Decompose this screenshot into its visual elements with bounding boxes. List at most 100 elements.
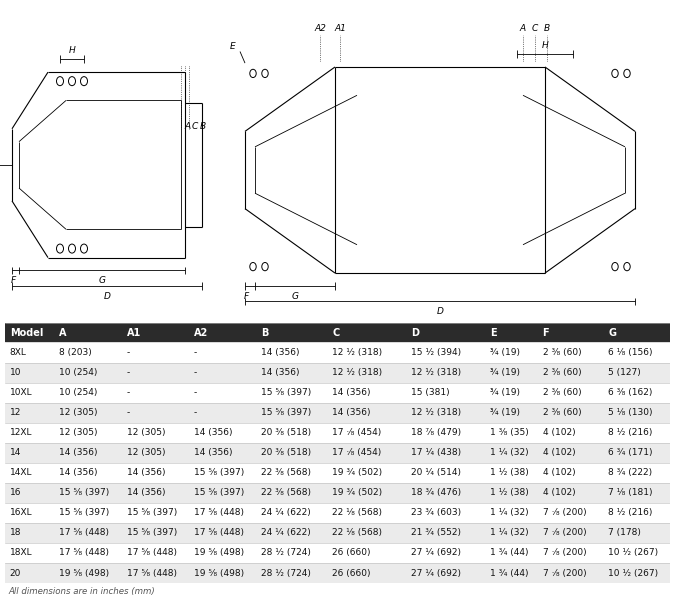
Text: 1 ¹⁄₄ (32): 1 ¹⁄₄ (32): [490, 448, 529, 457]
Text: D: D: [411, 328, 419, 338]
Text: 20 ¹⁄₄ (514): 20 ¹⁄₄ (514): [411, 468, 461, 477]
Text: 7 (178): 7 (178): [608, 529, 641, 538]
Text: C: C: [332, 328, 340, 338]
Text: 1 ¹⁄₄ (32): 1 ¹⁄₄ (32): [490, 529, 529, 538]
Text: 17 ⁵⁄₈ (448): 17 ⁵⁄₈ (448): [126, 569, 177, 578]
Text: 14 (356): 14 (356): [194, 448, 232, 457]
Text: 15 ⁵⁄₈ (397): 15 ⁵⁄₈ (397): [261, 388, 311, 397]
Text: 14 (356): 14 (356): [261, 348, 299, 357]
Text: 6 ³⁄₄ (171): 6 ³⁄₄ (171): [608, 448, 653, 457]
Text: 14 (356): 14 (356): [332, 408, 371, 417]
Bar: [5, 523, 670, 543]
Text: 16: 16: [9, 489, 22, 498]
Bar: [5, 563, 670, 583]
Text: C: C: [532, 24, 538, 33]
Text: ¾ (19): ¾ (19): [490, 368, 520, 377]
Bar: [5, 343, 670, 362]
Text: A2: A2: [194, 328, 208, 338]
Bar: [5, 443, 670, 463]
Text: All dimensions are in inches (mm): All dimensions are in inches (mm): [8, 587, 155, 596]
Text: 8XL: 8XL: [9, 348, 26, 357]
Text: 10 (254): 10 (254): [59, 388, 98, 397]
Text: G: G: [99, 276, 105, 285]
Text: 1 ¹⁄₂ (38): 1 ¹⁄₂ (38): [490, 489, 529, 498]
Text: 21 ³⁄₄ (552): 21 ³⁄₄ (552): [411, 529, 461, 538]
Text: 19 ³⁄₄ (502): 19 ³⁄₄ (502): [332, 468, 383, 477]
Bar: [5, 362, 670, 383]
Text: 1 ¹⁄₂ (38): 1 ¹⁄₂ (38): [490, 468, 529, 477]
Text: 12 (305): 12 (305): [126, 428, 165, 437]
Text: A1: A1: [126, 328, 141, 338]
Text: 18: 18: [9, 529, 22, 538]
Bar: [5, 423, 670, 443]
Text: 22 ¹⁄₈ (568): 22 ¹⁄₈ (568): [332, 508, 383, 517]
Text: 19 ⁵⁄₈ (498): 19 ⁵⁄₈ (498): [194, 569, 244, 578]
Text: E: E: [490, 328, 497, 338]
Text: 14 (356): 14 (356): [261, 368, 299, 377]
Text: 14 (356): 14 (356): [126, 468, 165, 477]
Text: B: B: [544, 24, 550, 33]
Text: 6 ³⁄₈ (162): 6 ³⁄₈ (162): [608, 388, 653, 397]
Text: 12 (305): 12 (305): [59, 408, 98, 417]
Text: 15 ⁵⁄₈ (397): 15 ⁵⁄₈ (397): [261, 408, 311, 417]
Text: A1: A1: [334, 24, 346, 33]
Text: 10 ¹⁄₂ (267): 10 ¹⁄₂ (267): [608, 548, 658, 557]
Text: 12 (305): 12 (305): [59, 428, 98, 437]
Text: D: D: [103, 292, 111, 301]
Text: 12XL: 12XL: [9, 428, 32, 437]
Text: 12 ¹⁄₂ (318): 12 ¹⁄₂ (318): [411, 408, 461, 417]
Text: F: F: [244, 292, 249, 301]
Text: 2 ³⁄₈ (60): 2 ³⁄₈ (60): [543, 408, 581, 417]
Text: 8 ¹⁄₂ (216): 8 ¹⁄₂ (216): [608, 428, 653, 437]
Text: 2 ³⁄₈ (60): 2 ³⁄₈ (60): [543, 348, 581, 357]
Text: 14: 14: [9, 448, 21, 457]
Text: 12 ¹⁄₂ (318): 12 ¹⁄₂ (318): [332, 368, 383, 377]
Text: 26 (660): 26 (660): [332, 548, 371, 557]
Text: 7 ·⁄₈ (200): 7 ·⁄₈ (200): [543, 508, 586, 517]
Text: 6 ¹⁄₈ (156): 6 ¹⁄₈ (156): [608, 348, 653, 357]
Text: 10 ¹⁄₂ (267): 10 ¹⁄₂ (267): [608, 569, 658, 578]
Text: 15 ⁵⁄₈ (397): 15 ⁵⁄₈ (397): [59, 489, 109, 498]
Text: 15 ⁵⁄₈ (397): 15 ⁵⁄₈ (397): [194, 489, 244, 498]
Text: A: A: [520, 24, 526, 33]
Text: -: -: [126, 348, 130, 357]
Text: -: -: [194, 388, 197, 397]
Text: 24 ¹⁄₄ (622): 24 ¹⁄₄ (622): [261, 529, 310, 538]
Text: B: B: [261, 328, 268, 338]
Text: 27 ¹⁄₄ (692): 27 ¹⁄₄ (692): [411, 548, 461, 557]
Text: 19 ⁵⁄₈ (498): 19 ⁵⁄₈ (498): [59, 569, 109, 578]
Text: G: G: [292, 292, 298, 301]
Text: 2 ³⁄₈ (60): 2 ³⁄₈ (60): [543, 388, 581, 397]
Text: 4 (102): 4 (102): [543, 468, 575, 477]
Text: A: A: [184, 122, 190, 131]
Bar: [5, 383, 670, 402]
Text: 17 ¹⁄₄ (438): 17 ¹⁄₄ (438): [411, 448, 461, 457]
Text: 17 ·⁄₈ (454): 17 ·⁄₈ (454): [332, 448, 381, 457]
Text: 19 ⁵⁄₈ (498): 19 ⁵⁄₈ (498): [194, 548, 244, 557]
Text: Model: Model: [9, 328, 43, 338]
Text: 19 ³⁄₄ (502): 19 ³⁄₄ (502): [332, 489, 383, 498]
Text: 28 ¹⁄₂ (724): 28 ¹⁄₂ (724): [261, 548, 310, 557]
Text: 1 ³⁄₄ (44): 1 ³⁄₄ (44): [490, 569, 529, 578]
Bar: [5, 463, 670, 483]
Text: 17 ⁵⁄₈ (448): 17 ⁵⁄₈ (448): [194, 508, 244, 517]
Text: 10XL: 10XL: [9, 388, 32, 397]
Bar: [5, 402, 670, 423]
Text: ¾ (19): ¾ (19): [490, 408, 520, 417]
Text: 5 ¹⁄₈ (130): 5 ¹⁄₈ (130): [608, 408, 653, 417]
Text: 14XL: 14XL: [9, 468, 32, 477]
Text: 22 ¹⁄₈ (568): 22 ¹⁄₈ (568): [332, 529, 383, 538]
Text: 10: 10: [9, 368, 22, 377]
Text: -: -: [194, 408, 197, 417]
Text: D: D: [437, 307, 443, 316]
Text: 28 ¹⁄₂ (724): 28 ¹⁄₂ (724): [261, 569, 310, 578]
Text: F: F: [11, 276, 16, 285]
Text: 14 (356): 14 (356): [194, 428, 232, 437]
Text: 14 (356): 14 (356): [126, 489, 165, 498]
Text: 8 (203): 8 (203): [59, 348, 92, 357]
Text: 1 ³⁄₄ (44): 1 ³⁄₄ (44): [490, 548, 529, 557]
Text: -: -: [126, 368, 130, 377]
Text: 17 ⁵⁄₈ (448): 17 ⁵⁄₈ (448): [59, 548, 109, 557]
Text: 4 (102): 4 (102): [543, 489, 575, 498]
Text: 15 ¹⁄₂ (394): 15 ¹⁄₂ (394): [411, 348, 461, 357]
